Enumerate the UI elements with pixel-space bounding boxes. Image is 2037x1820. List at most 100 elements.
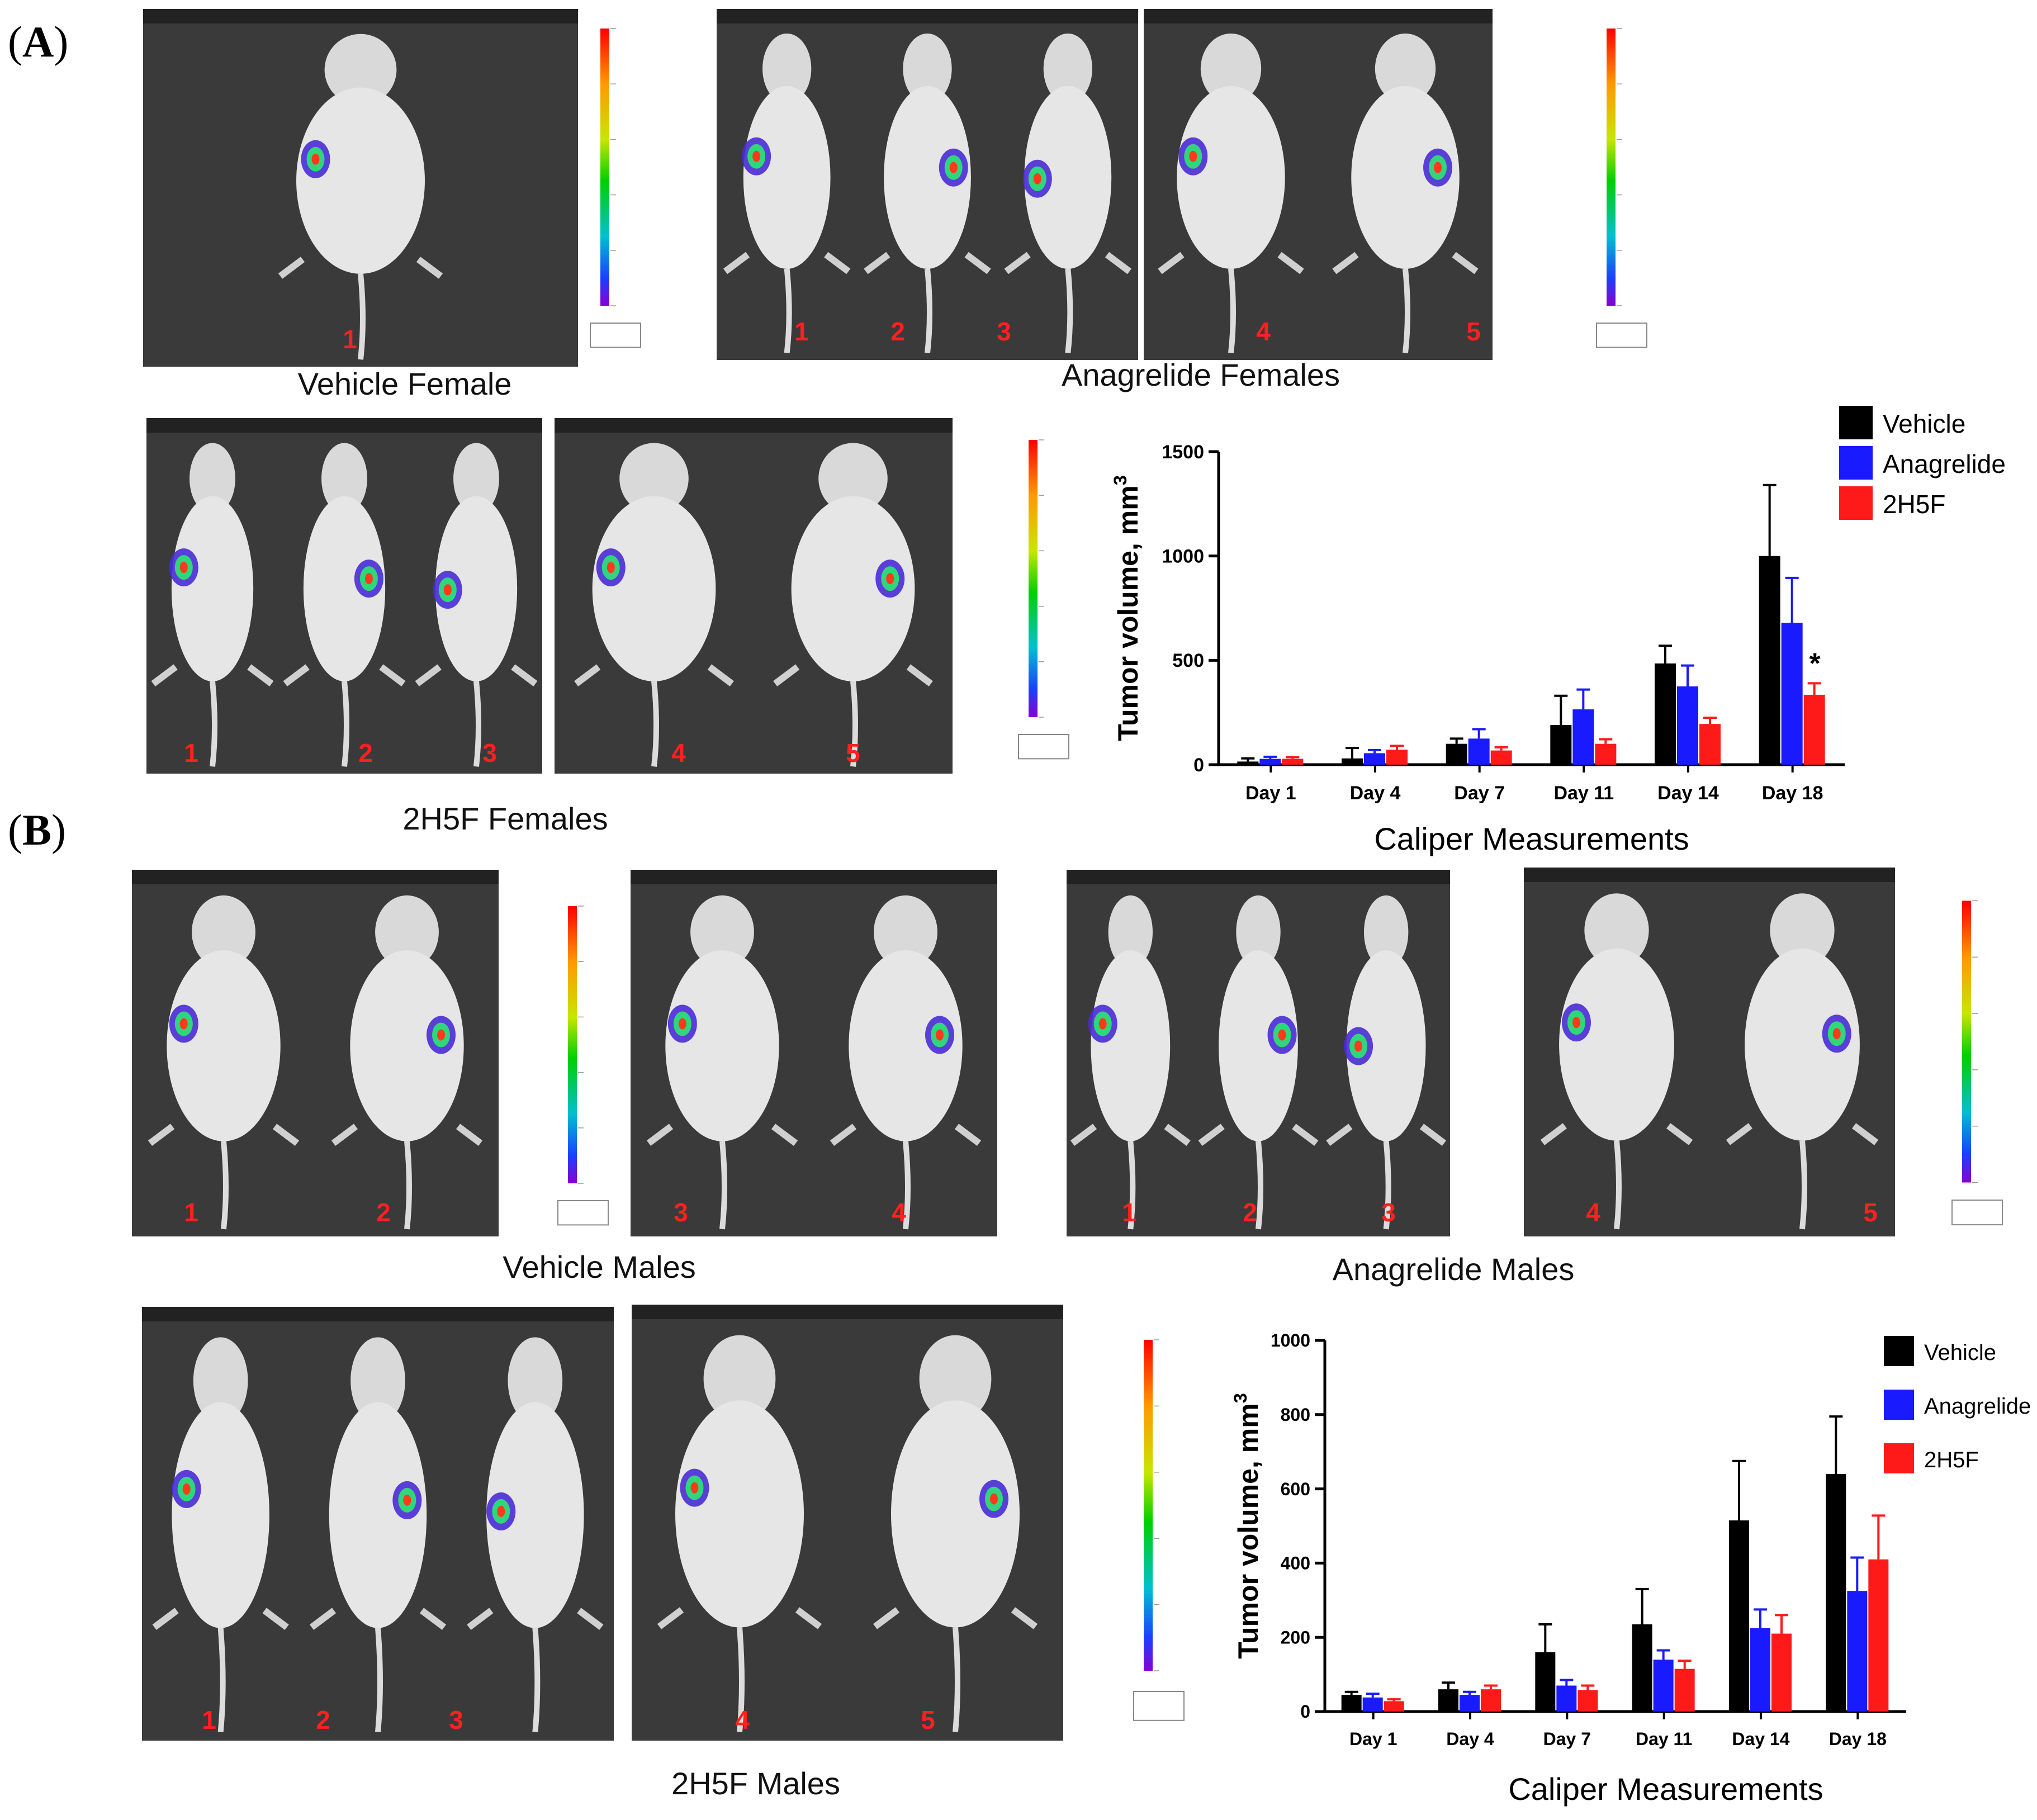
imaging-chamber-top [555,418,953,433]
bioluminescence-spot [1189,150,1197,162]
mouse-legs [1004,252,1132,274]
mouse-legs [415,664,538,686]
mouse-body [350,950,464,1141]
chart-svg-males: 0 200 400 600 800 1000 Day 1 Day 4 Day 7 Day 11 Da… [1230,1330,2031,1807]
x-tick-label: Day 14 [1657,783,1719,804]
y-tick-label: 500 [1172,650,1204,671]
bar-anagrelide [1468,738,1490,765]
mouse-tail [221,1140,229,1230]
mouse-tail [719,1140,727,1230]
mouse-head [818,443,888,514]
mouse-head [350,1337,405,1424]
photo-anagrelide-males-1 [1067,870,1450,1236]
bioluminescence-spot [1572,1017,1580,1029]
bioluminescence-spot [437,1029,446,1041]
mouse-number: 2 [1243,1198,1257,1227]
mouse-body [1024,86,1112,269]
mouse-number: 1 [202,1705,216,1734]
bar-vehicle [1826,1474,1846,1712]
bioluminescence-spot [678,1018,686,1030]
scale-info-box [557,1200,609,1226]
scale-svg [1018,439,1069,760]
mouse-number: 4 [671,738,686,767]
legend-label: Vehicle [1924,1340,1996,1365]
bar-2h5f [1674,1669,1695,1712]
mouse-legs [331,1124,483,1146]
mouse-tail [1799,1140,1807,1230]
significance-mark: * [1809,647,1821,680]
scale-svg [1133,1339,1185,1721]
mouse-head [1770,893,1835,968]
scale-info-box [1133,1691,1185,1721]
bioluminescence-spot [690,1482,699,1494]
x-tick-label: Day 18 [1829,1729,1887,1749]
imaging-chamber-top [1067,870,1450,884]
mouse-tail [210,681,217,767]
mouse-tail [342,681,349,767]
mouse-legs [309,1608,447,1630]
photo-2h5f-females-1 [146,418,542,774]
imaging-chamber-top [132,870,499,884]
mouse-tail [1065,268,1073,354]
bar-2h5f [1803,694,1825,765]
legend-swatch-vehicle [1839,406,1873,439]
mouse-silhouette [830,895,982,1230]
mouse-legs [1326,1124,1447,1146]
legend-label: 2H5F [1924,1448,1979,1472]
mouse-body [1219,950,1298,1141]
mouse-body [435,496,518,681]
mouse-silhouette [151,443,274,767]
imaging-chamber-top [631,870,997,884]
bioluminescence-spot [607,562,615,574]
scale-svg [1951,900,2003,1226]
y-axis-label: Tumor volume, mm3 [1110,475,1144,741]
x-tick-label: Day 11 [1636,1729,1692,1749]
mouse-legs [723,252,851,274]
mouse-number: 3 [449,1705,463,1734]
x-tick-label: Day 4 [1446,1729,1494,1749]
mouse-number: 4 [1586,1198,1600,1227]
scale-gradient [1962,900,1971,1183]
mouse-body [1346,950,1426,1141]
bioluminescence-spot [886,573,894,585]
bar-2h5f [1771,1633,1792,1712]
bar-anagrelide [1362,1697,1383,1712]
bioluminescence-spot [1098,1018,1107,1030]
mouse-body [167,950,281,1141]
mouse-silhouette [309,1337,447,1732]
y-tick-label: 200 [1281,1627,1310,1647]
caption-vehicle-males: Vehicle Males [503,1249,696,1285]
bioluminescence-spot [1033,173,1041,184]
bar-2h5f [1490,750,1512,765]
mouse-body [486,1402,584,1628]
bar-2h5f [1578,1690,1598,1712]
mouse-silhouette [283,443,406,767]
bar-anagrelide [1556,1685,1577,1712]
legend-swatch-anagrelide [1884,1390,1914,1420]
caption-2h5f-males: 2H5F Males [671,1766,840,1801]
legend-label: Anagrelide [1883,449,2006,478]
scale-gradient [1029,440,1038,717]
mouse-tail [850,681,858,767]
bar-vehicle [1341,1695,1362,1712]
bar-vehicle [1729,1520,1749,1712]
bar-vehicle [1759,556,1780,765]
scale-svg [557,906,609,1226]
mouse-head [324,34,397,106]
mouse-legs [646,1124,798,1146]
bar-2h5f [1868,1559,1889,1712]
mouse-tail [1383,1140,1391,1230]
photo-vehicle-males-1 [132,870,499,1236]
scale-svg [1596,28,1647,348]
y-tick-label: 1000 [1271,1330,1310,1350]
mouse-head [321,443,367,514]
legend-label: 2H5F [1883,490,1945,519]
photo-svg [146,418,542,774]
legend-swatch-anagrelide [1839,446,1873,480]
photo-svg [631,870,997,1236]
bioluminescence-spot [179,562,188,574]
mouse-legs [873,1607,1038,1629]
x-axis-label: Caliper Measurements [1508,1771,1823,1807]
mouse-number: 4 [892,1198,906,1227]
y-tick-label: 800 [1281,1405,1310,1425]
